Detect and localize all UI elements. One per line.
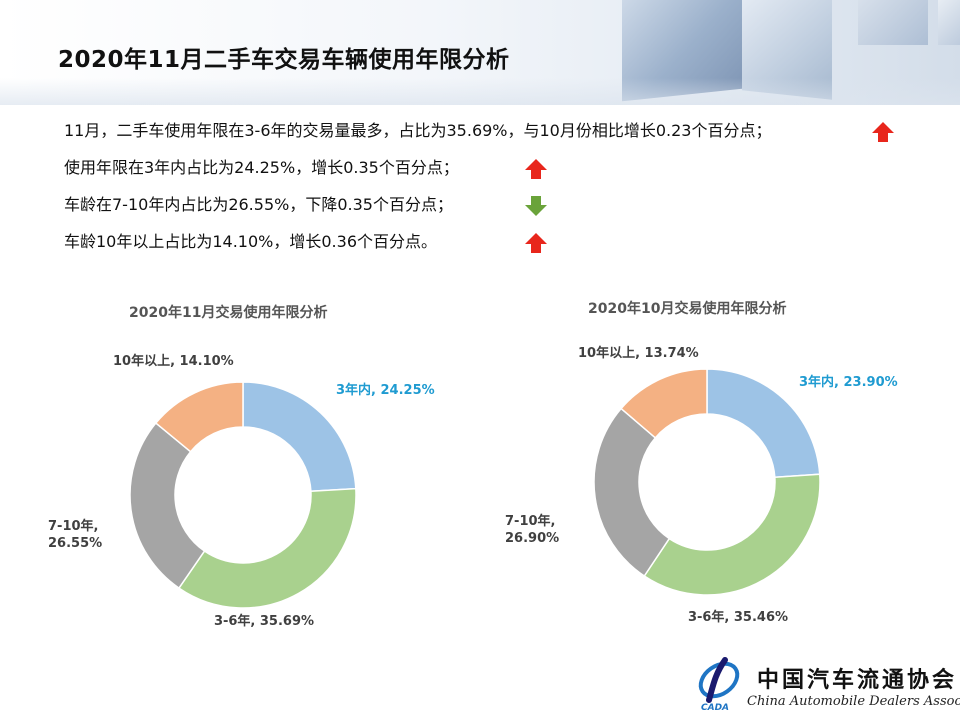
summary-item: 车龄10年以上占比为14.10%，增长0.36个百分点。 (64, 229, 934, 266)
arrow-up-icon (872, 122, 894, 142)
header-banner: 2020年11月二手车交易车辆使用年限分析 (0, 0, 960, 105)
data-label-2: 7-10年, 26.90% (505, 513, 559, 546)
summary-item-text: 11月，二手车使用年限在3-6年的交易量最多，占比为35.69%，与10月份相比… (64, 121, 772, 140)
decorative-cube (938, 0, 960, 45)
donut-slice-3 (620, 368, 708, 439)
arrow-up-icon (525, 159, 547, 179)
summary-item-text: 车龄在7-10年内占比为26.55%，下降0.35个百分点； (64, 195, 453, 214)
summary-item: 车龄在7-10年内占比为26.55%，下降0.35个百分点； (64, 192, 934, 229)
data-label-0: 3年内, 23.90% (799, 374, 898, 390)
data-label-3: 10年以上, 13.74% (578, 345, 699, 361)
data-label-2: 7-10年, 26.55% (48, 518, 102, 551)
donut-slice-0 (706, 368, 821, 479)
donut-chart-oct: 3年内, 23.90% 3-6年, 35.46% 7-10年, 26.90% 10年以上… (505, 345, 898, 625)
summary-item: 使用年限在3年内占比为24.25%，增长0.35个百分点； (64, 155, 934, 192)
arrow-down-icon (525, 196, 547, 216)
logo-english-name: China Automobile Dealers Association (747, 694, 960, 709)
summary-item: 11月，二手车使用年限在3-6年的交易量最多，占比为35.69%，与10月份相比… (64, 118, 934, 155)
summary-list: 11月，二手车使用年限在3-6年的交易量最多，占比为35.69%，与10月份相比… (64, 118, 934, 266)
summary-item-text: 使用年限在3年内占比为24.25%，增长0.35个百分点； (64, 158, 459, 177)
data-label-3: 10年以上, 14.10% (113, 353, 234, 369)
donut-slice-2 (593, 407, 671, 578)
data-label-0: 3年内, 24.25% (336, 382, 435, 398)
donut-slice-1 (177, 487, 357, 609)
donut-slice-2 (129, 422, 206, 590)
svg-text:CADA: CADA (701, 703, 729, 712)
decorative-cube (858, 0, 928, 45)
data-label-1: 3-6年, 35.69% (214, 613, 314, 629)
data-label-1: 3-6年, 35.46% (688, 609, 788, 625)
logo-chinese-name: 中国汽车流通协会 (757, 667, 958, 693)
chart-title-nov: 2020年11月交易使用年限分析 (129, 305, 328, 321)
cada-emblem-icon: CADA (698, 657, 740, 712)
summary-item-text: 车龄10年以上占比为14.10%，增长0.36个百分点。 (64, 232, 437, 251)
donut-chart-nov: 3年内, 24.25% 3-6年, 35.69% 7-10年, 26.55% 10年以上… (48, 353, 435, 629)
donut-slice-0 (242, 381, 357, 492)
cada-logo: CADA 中国汽车流通协会 China Automobile Dealers A… (695, 652, 960, 716)
donut-slice-3 (154, 381, 244, 453)
header-band (0, 78, 960, 105)
donut-slice-1 (643, 473, 821, 596)
arrow-up-icon (525, 233, 547, 253)
page-title: 2020年11月二手车交易车辆使用年限分析 (58, 47, 510, 73)
chart-title-oct: 2020年10月交易使用年限分析 (588, 301, 787, 317)
